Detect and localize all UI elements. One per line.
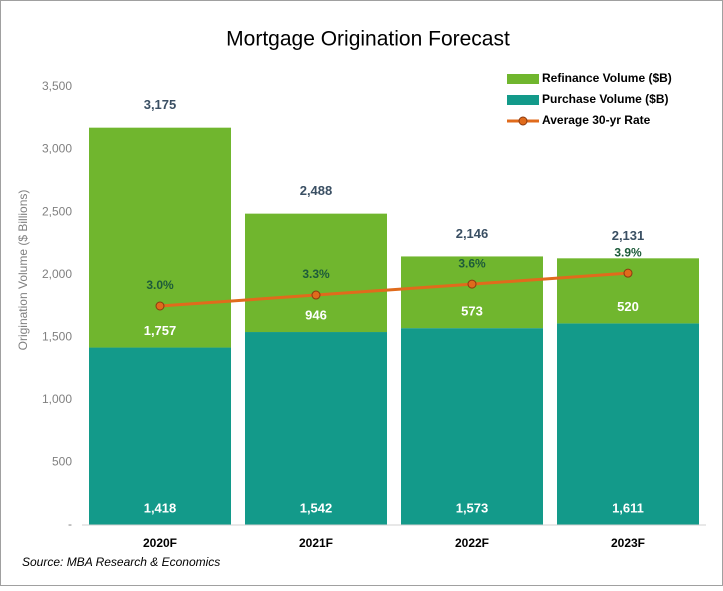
total-label: 2,488 bbox=[300, 183, 333, 198]
rate-marker bbox=[311, 290, 321, 300]
y-tick-label: 1,500 bbox=[42, 329, 72, 343]
source-note: Source: MBA Research & Economics bbox=[22, 555, 220, 569]
bar-segment bbox=[245, 213, 387, 333]
bar-value-label: 520 bbox=[617, 299, 639, 314]
y-tick-label: 2,500 bbox=[42, 204, 72, 218]
bar-segment bbox=[89, 347, 231, 525]
y-tick-label: 3,500 bbox=[42, 79, 72, 93]
bar-value-label: 1,757 bbox=[144, 323, 177, 338]
rate-marker bbox=[467, 279, 477, 289]
legend-label: Average 30-yr Rate bbox=[542, 113, 651, 127]
x-tick-label: 2022F bbox=[455, 536, 489, 550]
bar-segment bbox=[245, 332, 387, 525]
bar-segment bbox=[557, 323, 699, 525]
bar-value-label: 1,573 bbox=[456, 500, 489, 515]
legend-swatch bbox=[507, 74, 539, 84]
legend-label: Refinance Volume ($B) bbox=[542, 71, 672, 85]
rate-line bbox=[159, 271, 629, 308]
total-label: 3,175 bbox=[144, 97, 177, 112]
chart-title: Mortgage Origination Forecast bbox=[226, 28, 510, 51]
bar-value-label: 1,542 bbox=[300, 500, 333, 515]
y-tick-label: 500 bbox=[52, 455, 72, 469]
legend-label: Purchase Volume ($B) bbox=[542, 92, 668, 106]
y-tick-label: - bbox=[68, 517, 72, 531]
x-tick-label: 2023F bbox=[611, 536, 645, 550]
y-tick-label: 3,000 bbox=[42, 142, 72, 156]
x-tick-label: 2020F bbox=[143, 536, 177, 550]
total-label: 2,146 bbox=[456, 226, 489, 241]
x-tick-label: 2021F bbox=[299, 536, 333, 550]
rate-marker bbox=[623, 268, 633, 278]
bar-value-label: 946 bbox=[305, 307, 327, 322]
rate-label: 3.3% bbox=[302, 267, 330, 281]
bar-value-label: 1,418 bbox=[144, 500, 177, 515]
rate-label: 3.6% bbox=[458, 256, 486, 270]
rate-label: 3.0% bbox=[146, 278, 174, 292]
bar-segment bbox=[89, 127, 231, 348]
legend-swatch bbox=[507, 95, 539, 105]
y-tick-label: 2,000 bbox=[42, 267, 72, 281]
rate-label: 3.9% bbox=[614, 245, 642, 259]
y-tick-label: 1,000 bbox=[42, 392, 72, 406]
legend-swatch bbox=[518, 116, 528, 126]
total-label: 2,131 bbox=[612, 228, 645, 243]
bar-value-label: 1,611 bbox=[612, 500, 644, 515]
bar-segment bbox=[401, 256, 543, 329]
bar-value-label: 573 bbox=[461, 304, 483, 319]
rate-marker bbox=[155, 301, 165, 311]
y-axis-label: Origination Volume ($ Billions) bbox=[16, 190, 30, 351]
bar-segment bbox=[401, 328, 543, 525]
